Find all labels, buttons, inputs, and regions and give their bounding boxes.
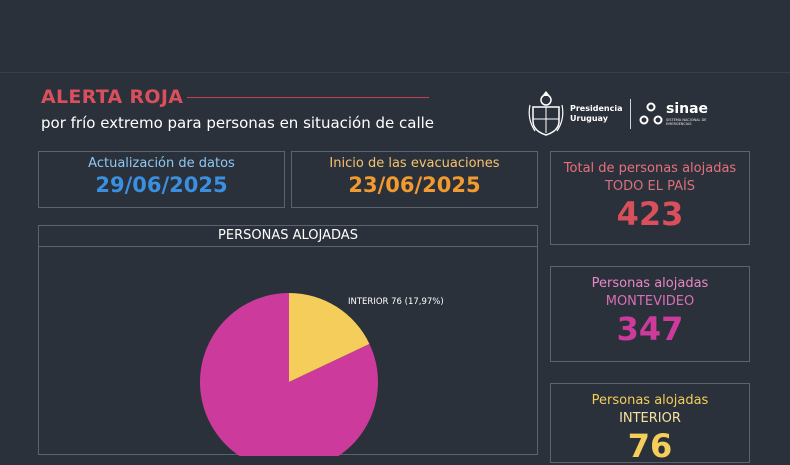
pie-slice-interior[interactable] <box>289 293 370 382</box>
update-date-value: 29/06/2025 <box>95 173 228 197</box>
logos: Presidencia Uruguay sinae SISTEMA NACION… <box>527 89 717 139</box>
uruguay-coat-of-arms-icon <box>528 91 564 136</box>
presidencia-logo-text: Presidencia Uruguay <box>570 104 622 124</box>
total-title: Total de personas alojadas <box>563 161 737 176</box>
chart-title: PERSONAS ALOJADAS <box>39 226 537 247</box>
update-date-label: Actualización de datos <box>88 156 235 171</box>
pie-slice-montevideo[interactable] <box>200 293 378 456</box>
gov-line2: Uruguay <box>570 114 608 123</box>
montevideo-value: 347 <box>616 310 684 348</box>
pie-chart-panel: PERSONAS ALOJADAS INTERIOR 76 (17,97%)MO… <box>38 225 538 456</box>
logo-divider <box>630 99 631 129</box>
top-band <box>0 0 790 73</box>
interior-people-card: Personas alojadas INTERIOR 76 <box>550 383 750 465</box>
sinae-logo-text: sinae <box>666 101 709 117</box>
sinae-logo-icon <box>639 102 663 125</box>
montevideo-people-card: Personas alojadas MONTEVIDEO 347 <box>550 266 750 362</box>
evacuation-start-label: Inicio de las evacuaciones <box>329 156 500 171</box>
pie-chart: INTERIOR 76 (17,97%)MONTEVIDEO 347 (82,0… <box>200 293 444 456</box>
interior-title: Personas alojadas <box>591 393 709 408</box>
page-subtitle: por frío extremo para personas en situac… <box>41 114 435 132</box>
montevideo-subtitle: MONTEVIDEO <box>605 294 695 309</box>
alert-title: ALERTA ROJA <box>41 86 184 108</box>
interior-value: 76 <box>627 427 673 465</box>
evacuation-start-value: 23/06/2025 <box>348 173 481 197</box>
sinae-logo-subtext: SISTEMA NACIONAL DE EMERGENCIAS <box>666 118 707 126</box>
total-people-card: Total de personas alojadas TODO EL PAÍS … <box>550 151 750 245</box>
interior-subtitle: INTERIOR <box>619 411 681 426</box>
montevideo-title: Personas alojadas <box>591 276 709 291</box>
pie-label-interior: INTERIOR 76 (17,97%) <box>348 297 444 307</box>
update-date-card: Actualización de datos 29/06/2025 <box>38 151 285 208</box>
total-subtitle: TODO EL PAÍS <box>604 179 696 194</box>
gov-line1: Presidencia <box>570 104 623 113</box>
title-underline <box>187 97 429 98</box>
evacuation-start-card: Inicio de las evacuaciones 23/06/2025 <box>291 151 538 208</box>
total-value: 423 <box>616 195 684 233</box>
